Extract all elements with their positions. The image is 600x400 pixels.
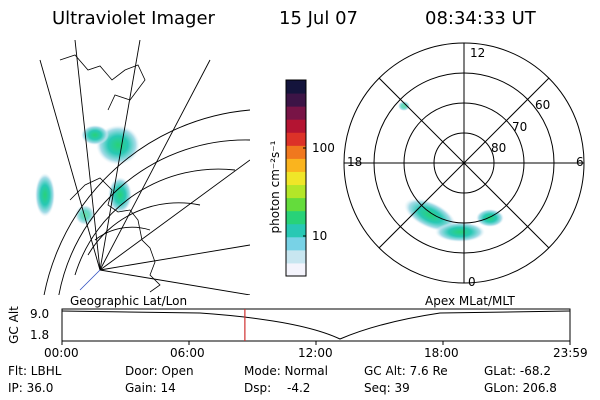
info-dsp-label: Dsp: — [244, 381, 272, 395]
instrument-title: Ultraviolet Imager — [52, 8, 215, 29]
mlat-label-60: 60 — [535, 98, 551, 112]
mlat-label-70: 70 — [512, 120, 528, 134]
colorbar-segment — [286, 210, 306, 225]
apex-caption: Apex MLat/MLT — [425, 294, 515, 308]
colorbar — [285, 79, 307, 277]
geographic-caption: Geographic Lat/Lon — [70, 294, 188, 308]
colorbar-tick-10: 10 — [312, 229, 328, 243]
altitude-ylabel: GC Alt — [7, 306, 21, 344]
info-mode: Mode: Normal — [244, 364, 328, 378]
info-door: Door: Open — [125, 364, 194, 378]
colorbar-segment — [286, 184, 306, 199]
colorbar-segment — [286, 171, 306, 186]
mlat-label-80: 80 — [491, 141, 507, 155]
mlt-label-6: 6 — [576, 155, 584, 169]
time-tick-2359: 23:59 — [553, 346, 588, 360]
info-glon: GLon: 206.8 — [484, 381, 557, 395]
colorbar-tick-100: 100 — [312, 141, 335, 155]
time-tick-0000: 00:00 — [44, 346, 79, 360]
aurora-patch — [35, 173, 55, 217]
info-glat: GLat: -68.2 — [484, 364, 551, 378]
altitude-tick-9: 9.0 — [30, 307, 50, 321]
geographic-map — [35, 40, 250, 295]
altitude-strip — [61, 308, 571, 345]
info-filter: Flt: LBHL — [8, 364, 62, 378]
colorbar-segment — [286, 262, 306, 277]
time-label: 08:34:33 UT — [425, 8, 536, 29]
mlt-label-12: 12 — [470, 46, 486, 60]
colorbar-segment — [286, 93, 306, 107]
aurora-patch — [81, 125, 109, 145]
colorbar-segment — [286, 249, 306, 264]
mlt-label-0: 0 — [468, 275, 476, 289]
aurora-oval — [404, 198, 456, 232]
info-ip: IP: 36.0 — [8, 381, 54, 395]
aurora-oval — [435, 222, 485, 242]
apex-polar-plot — [343, 42, 585, 284]
colorbar-segment — [286, 132, 306, 146]
time-tick-1800: 18:00 — [424, 346, 459, 360]
colorbar-segment — [286, 145, 306, 159]
colorbar-segment — [286, 80, 306, 94]
colorbar-unit-label: photon cm⁻²s⁻¹ — [268, 140, 282, 234]
aurora-patch — [398, 101, 410, 111]
info-gc-alt: GC Alt: 7.6 Re — [364, 364, 448, 378]
colorbar-segment — [286, 119, 306, 133]
colorbar-segment — [286, 223, 306, 238]
colorbar-segment — [286, 197, 306, 212]
colorbar-axis — [303, 82, 307, 276]
colorbar-segment — [286, 106, 306, 120]
altitude-tick-1-8: 1.8 — [30, 328, 50, 342]
colorbar-segment — [286, 158, 306, 172]
time-tick-0600: 06:00 — [170, 346, 205, 360]
date-label: 15 Jul 07 — [279, 8, 358, 29]
aurora-patch — [75, 205, 95, 225]
info-gain: Gain: 14 — [125, 381, 176, 395]
colorbar-segment — [286, 236, 306, 251]
info-seq: Seq: 39 — [364, 381, 410, 395]
time-tick-1200: 12:00 — [298, 346, 333, 360]
aurora-patch — [108, 177, 132, 213]
mlt-label-18: 18 — [347, 155, 363, 169]
info-dsp-value: -4.2 — [287, 381, 311, 395]
